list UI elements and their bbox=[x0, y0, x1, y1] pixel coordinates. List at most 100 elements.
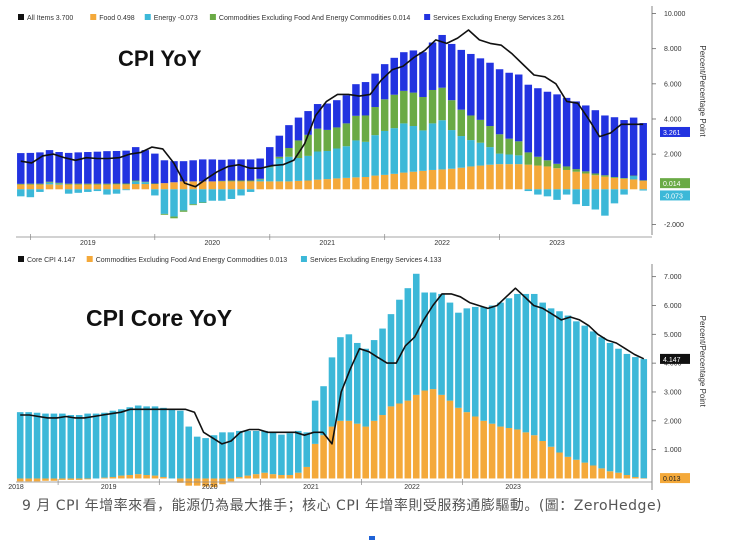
bar-commodities-excluding-food-and-energy-commodities-2 bbox=[33, 478, 41, 482]
bar-commodities-excluding-food-and-energy-commodities-50 bbox=[495, 134, 504, 154]
x-year-label-5: 2023 bbox=[505, 484, 521, 491]
bar-services-excluding-energy-services-48 bbox=[476, 58, 485, 120]
bar-commodities-excluding-food-and-energy-commodities-13 bbox=[141, 181, 150, 183]
bar-services-excluding-energy-services-55 bbox=[543, 91, 552, 161]
bar-energy-4 bbox=[55, 183, 63, 185]
bar-commodities-excluding-food-and-energy-commodities-31 bbox=[278, 475, 285, 479]
bar-services-excluding-energy-services-47 bbox=[467, 53, 475, 116]
bar-food-34 bbox=[342, 177, 351, 190]
bar-services-excluding-energy-services-10 bbox=[101, 412, 108, 478]
bar-commodities-excluding-food-and-energy-commodities-43 bbox=[379, 415, 386, 479]
bar-commodities-excluding-food-and-energy-commodities-4 bbox=[50, 478, 58, 481]
bar-food-50 bbox=[495, 164, 504, 190]
bar-services-excluding-energy-services-9 bbox=[92, 413, 100, 479]
figure-caption: 9 月 CPI 年增率來看，能源仍為最大推手；核心 CPI 年增率則受服務通膨驅… bbox=[22, 498, 663, 514]
bar-commodities-excluding-food-and-energy-commodities-49 bbox=[429, 389, 437, 479]
bar-services-excluding-energy-services-74 bbox=[640, 359, 648, 479]
chart-title: CPI Core YoY bbox=[86, 305, 232, 331]
bar-commodities-excluding-food-and-energy-commodities-64 bbox=[556, 452, 563, 479]
bar-energy-8 bbox=[93, 189, 102, 192]
y-tick-label-1: 6.000 bbox=[664, 303, 682, 310]
bar-commodities-excluding-food-and-energy-commodities-4 bbox=[55, 182, 63, 184]
bar-food-3 bbox=[45, 184, 54, 190]
bar-services-excluding-energy-services-33 bbox=[295, 430, 302, 473]
y-axis-title: Percent/Percentage Point bbox=[698, 316, 707, 408]
bar-commodities-excluding-food-and-energy-commodities-71 bbox=[615, 472, 622, 479]
bar-services-excluding-energy-services-27 bbox=[275, 135, 284, 157]
bar-energy-45 bbox=[447, 130, 456, 169]
y-tick-label-4: 2.000 bbox=[664, 152, 682, 159]
bar-services-excluding-energy-services-59 bbox=[582, 105, 590, 172]
bar-commodities-excluding-food-and-energy-commodities-25 bbox=[256, 178, 264, 180]
bar-commodities-excluding-food-and-energy-commodities-57 bbox=[562, 166, 571, 170]
bar-energy-33 bbox=[333, 148, 341, 179]
bar-services-excluding-energy-services-27 bbox=[244, 430, 252, 476]
bar-food-56 bbox=[553, 168, 561, 190]
bar-commodities-excluding-food-and-energy-commodities-51 bbox=[446, 400, 454, 479]
bar-food-11 bbox=[122, 184, 130, 190]
bar-food-8 bbox=[93, 184, 102, 190]
bar-commodities-excluding-food-and-energy-commodities-44 bbox=[438, 87, 446, 121]
bar-commodities-excluding-food-and-energy-commodities-37 bbox=[371, 107, 379, 136]
bar-food-5 bbox=[64, 184, 73, 190]
y-tick-label-2: 5.000 bbox=[664, 332, 682, 339]
bar-energy-51 bbox=[505, 154, 513, 165]
bar-food-57 bbox=[562, 169, 571, 190]
bar-services-excluding-energy-services-51 bbox=[505, 72, 513, 139]
y-tick-label-5: -2.000 bbox=[664, 222, 684, 229]
bar-commodities-excluding-food-and-energy-commodities-44 bbox=[387, 406, 395, 479]
y-tick-label-1: 8.000 bbox=[664, 46, 682, 53]
bar-energy-40 bbox=[400, 123, 408, 173]
bar-food-30 bbox=[304, 180, 312, 190]
bar-services-excluding-energy-services-12 bbox=[118, 409, 125, 476]
bar-food-0 bbox=[17, 184, 25, 190]
bar-energy-61 bbox=[601, 189, 609, 216]
bar-food-32 bbox=[323, 179, 331, 190]
bar-commodities-excluding-food-and-energy-commodities-38 bbox=[380, 99, 389, 131]
bar-commodities-excluding-food-and-energy-commodities-27 bbox=[275, 156, 284, 159]
bar-energy-35 bbox=[352, 140, 360, 178]
bar-food-24 bbox=[246, 181, 255, 190]
legend-swatch-5 bbox=[424, 14, 431, 20]
bar-commodities-excluding-food-and-energy-commodities-10 bbox=[112, 183, 121, 185]
panel-background bbox=[0, 9, 740, 257]
page-marker bbox=[369, 536, 375, 540]
end-label-1: 0.013 bbox=[663, 476, 681, 483]
bar-services-excluding-energy-services-18 bbox=[168, 409, 176, 479]
bar-services-excluding-energy-services-32 bbox=[286, 433, 294, 476]
y-tick-label-3: 4.000 bbox=[664, 361, 682, 368]
bar-food-61 bbox=[601, 176, 609, 190]
bar-energy-0 bbox=[17, 189, 25, 197]
bar-energy-53 bbox=[524, 189, 533, 192]
bar-commodities-excluding-food-and-energy-commodities-23 bbox=[210, 478, 218, 488]
bar-energy-12 bbox=[131, 181, 140, 185]
bar-services-excluding-energy-services-71 bbox=[615, 348, 622, 473]
bar-food-12 bbox=[131, 184, 140, 190]
bar-services-excluding-energy-services-15 bbox=[160, 160, 169, 184]
bar-services-excluding-energy-services-16 bbox=[170, 161, 178, 183]
bar-services-excluding-energy-services-39 bbox=[345, 334, 353, 421]
bar-commodities-excluding-food-and-energy-commodities-24 bbox=[246, 180, 255, 182]
bar-energy-21 bbox=[218, 189, 226, 201]
bar-commodities-excluding-food-and-energy-commodities-40 bbox=[400, 90, 408, 124]
bar-food-2 bbox=[36, 184, 44, 190]
bar-services-excluding-energy-services-31 bbox=[278, 434, 285, 475]
bar-services-excluding-energy-services-23 bbox=[210, 435, 218, 479]
bar-commodities-excluding-food-and-energy-commodities-32 bbox=[286, 475, 294, 479]
bar-commodities-excluding-food-and-energy-commodities-1 bbox=[26, 183, 35, 185]
bar-services-excluding-energy-services-6 bbox=[74, 152, 82, 184]
bar-services-excluding-energy-services-23 bbox=[237, 159, 245, 181]
bar-energy-64 bbox=[629, 175, 638, 180]
bar-food-54 bbox=[534, 165, 542, 190]
bar-commodities-excluding-food-and-energy-commodities-46 bbox=[404, 400, 412, 479]
legend-entry-3: Energy -0.073 bbox=[154, 15, 198, 22]
bar-food-4 bbox=[55, 184, 63, 190]
bar-commodities-excluding-food-and-energy-commodities-35 bbox=[352, 115, 360, 141]
bar-food-25 bbox=[256, 181, 264, 190]
bar-food-39 bbox=[390, 173, 398, 190]
bar-commodities-excluding-food-and-energy-commodities-68 bbox=[589, 465, 597, 479]
end-label-1: 0.014 bbox=[663, 181, 681, 188]
bar-commodities-excluding-food-and-energy-commodities-5 bbox=[59, 478, 66, 480]
x-year-label-2: 2021 bbox=[319, 240, 335, 247]
